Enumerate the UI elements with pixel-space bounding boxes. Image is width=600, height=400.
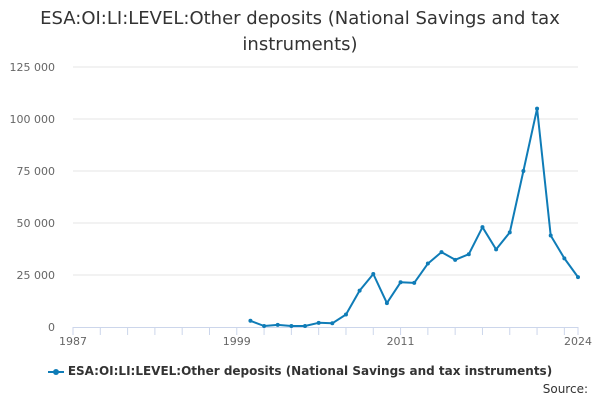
data-point bbox=[548, 233, 553, 238]
x-tick-label: 2011 bbox=[387, 335, 415, 348]
x-tick-label: 2024 bbox=[564, 335, 592, 348]
data-point bbox=[425, 261, 430, 266]
legend-series-label: ESA:OI:LI:LEVEL:Other deposits (National… bbox=[67, 364, 553, 378]
y-tick-label: 25 000 bbox=[17, 269, 56, 282]
x-tick-label: 1999 bbox=[223, 335, 251, 348]
chart-title: ESA:OI:LI:LEVEL:Other deposits (National… bbox=[40, 8, 560, 55]
data-point bbox=[357, 288, 362, 293]
data-point bbox=[248, 318, 253, 323]
data-point bbox=[521, 169, 526, 173]
data-point bbox=[343, 312, 348, 317]
data-point bbox=[275, 322, 280, 327]
legend[interactable]: ESA:OI:LI:LEVEL:Other deposits (National… bbox=[0, 364, 600, 378]
data-point bbox=[466, 252, 471, 257]
data-point bbox=[330, 321, 335, 326]
data-point bbox=[562, 256, 567, 261]
data-point bbox=[262, 323, 267, 328]
data-point bbox=[316, 320, 321, 325]
y-tick-label: 50 000 bbox=[17, 217, 56, 230]
data-point bbox=[535, 106, 540, 111]
y-tick-label: 100 000 bbox=[10, 113, 56, 126]
data-point bbox=[398, 280, 403, 285]
data-point bbox=[507, 230, 512, 235]
data-point bbox=[289, 323, 294, 328]
data-point bbox=[303, 323, 308, 328]
x-tick-label: 1987 bbox=[59, 335, 87, 348]
data-point bbox=[494, 247, 499, 252]
y-tick-label: 0 bbox=[48, 321, 55, 334]
y-tick-label: 125 000 bbox=[10, 61, 56, 74]
series-line bbox=[249, 107, 579, 327]
source-label: Source: bbox=[542, 382, 588, 396]
data-point bbox=[384, 301, 389, 306]
legend-series-marker bbox=[47, 367, 64, 377]
data-point bbox=[480, 225, 485, 230]
data-point bbox=[412, 280, 417, 285]
y-tick-label: 75 000 bbox=[17, 165, 56, 178]
data-point bbox=[576, 275, 580, 280]
data-point bbox=[453, 257, 458, 262]
data-point bbox=[439, 250, 444, 255]
data-point bbox=[371, 271, 376, 276]
